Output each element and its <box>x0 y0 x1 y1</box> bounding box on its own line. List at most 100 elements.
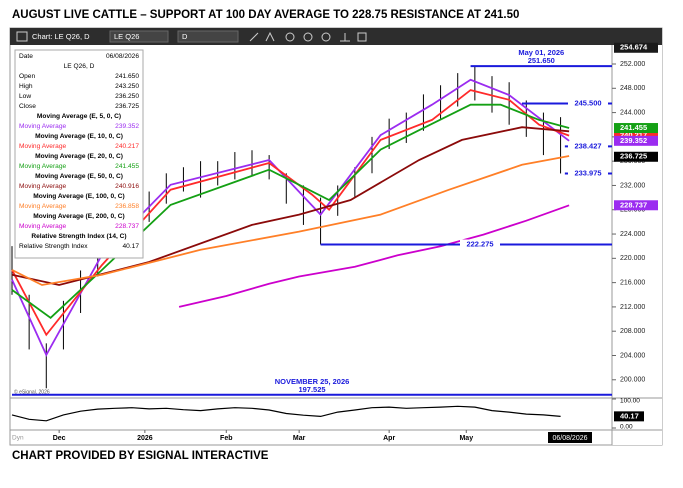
annotation-label: 197.525 <box>298 385 325 394</box>
price-box <box>614 42 658 53</box>
panel-text: Moving Average <box>19 183 66 190</box>
y-tick-label: 220.000 <box>620 255 645 262</box>
price-box <box>614 200 658 211</box>
panel-text: Moving Average (E, 50, 0, C) <box>35 173 123 180</box>
annotation-label: 245.500 <box>574 98 601 107</box>
chart-icon <box>16 31 28 42</box>
panel-text: 236.858 <box>115 203 139 210</box>
panel-text: Moving Average (E, 10, 0, C) <box>35 133 123 140</box>
panel-text: Moving Average (E, 100, 0, C) <box>33 193 125 200</box>
rsi-tick-label: 0.00 <box>620 424 633 431</box>
moving-average <box>11 89 570 337</box>
annotation-label: 222.275 <box>466 239 493 248</box>
annotation-label: 233.975 <box>574 168 601 177</box>
panel-text: Open <box>19 73 35 80</box>
price-box-label: 254.674 <box>620 43 648 52</box>
panel-text: 243.250 <box>115 83 139 90</box>
x-tick-label: Mar <box>293 435 306 442</box>
panel-text: 241.455 <box>115 163 139 170</box>
panel-text: Moving Average (E, 20, 0, C) <box>35 153 123 160</box>
x-tick-label: 2026 <box>137 435 153 442</box>
price-box <box>614 151 658 162</box>
panel-text: Moving Average (E, 5, 0, C) <box>37 113 121 120</box>
annotation-label: 238.427 <box>574 141 601 150</box>
moving-average <box>178 204 570 308</box>
panel-text: Relative Strength Index <box>19 243 88 250</box>
panel-text: Close <box>19 103 36 110</box>
price-box-label: 236.725 <box>620 152 647 161</box>
info-panel: Date 06/08/2026 LE Q26, D Open 241.650 High 24… <box>14 49 144 259</box>
annotation-label: 251.650 <box>528 56 555 65</box>
toolbar-chart: Chart: LE Q26, D <box>32 32 90 41</box>
grid-icon[interactable] <box>357 32 367 42</box>
x-tick-label: Feb <box>220 435 232 442</box>
panel-text: Moving Average <box>19 123 66 130</box>
plot-area <box>11 66 570 389</box>
price-box <box>614 130 658 141</box>
title: AUGUST LIVE CATTLE – SUPPORT AT 100 DAY … <box>12 9 519 21</box>
annotation-label-bg <box>568 98 608 109</box>
panel-text: Moving Average <box>19 163 66 170</box>
moving-average <box>11 78 570 357</box>
panel-text: 40.17 <box>122 243 139 250</box>
d-icon[interactable] <box>321 32 331 42</box>
panel-text: LE Q26, D <box>64 63 95 70</box>
price-box <box>614 135 658 146</box>
draw-icon[interactable] <box>249 32 259 42</box>
panel-text: 240.916 <box>115 183 139 190</box>
panel-text: High <box>19 83 33 90</box>
x-tick-label: May <box>459 435 473 442</box>
c-icon[interactable] <box>303 32 313 42</box>
y-tick-label: 232.000 <box>620 182 645 189</box>
y-tick-label: 200.000 <box>620 377 645 384</box>
text-icon[interactable] <box>340 33 350 42</box>
annotation-label-bg <box>568 168 608 179</box>
rsi-box-label: 40.17 <box>620 411 639 420</box>
rsi-line <box>11 405 561 422</box>
annotation-date: May 01, 2026 <box>518 48 564 57</box>
price-box-label: 228.737 <box>620 200 647 209</box>
footer: CHART PROVIDED BY ESIGNAL INTERACTIVE <box>12 450 269 462</box>
panel-text: 228.737 <box>115 223 139 230</box>
toolbar-icons[interactable] <box>249 31 367 42</box>
panel-text: 236.725 <box>115 103 139 110</box>
panel-text: Moving Average (E, 200, 0, C) <box>33 213 125 220</box>
y-tick-label: 204.000 <box>620 352 645 359</box>
y-tick-label: 216.000 <box>620 279 645 286</box>
y-tick-label: 224.000 <box>620 231 645 238</box>
panel-text: 240.217 <box>115 143 139 150</box>
panel-text: Low <box>19 93 31 100</box>
y-tick-label: 252.000 <box>620 61 645 68</box>
panel-text: Moving Average <box>19 223 66 230</box>
toolbar <box>10 28 662 45</box>
price-box <box>614 123 658 134</box>
moving-average <box>11 103 570 319</box>
panel-text: 236.250 <box>115 93 139 100</box>
price-box-label: 240.217 <box>620 131 647 140</box>
price-axis <box>612 45 662 445</box>
y-tick-label: 248.000 <box>620 85 645 92</box>
date-box-label: 06/08/2026 <box>552 435 587 442</box>
annotation-label-bg <box>460 239 500 250</box>
symbol-box[interactable] <box>109 30 169 43</box>
toolbar-symbol[interactable]: LE Q26 <box>114 32 139 41</box>
y-tick-label: 212.000 <box>620 304 645 311</box>
panel-text: Moving Average <box>19 203 66 210</box>
info-panel-bg <box>14 49 144 259</box>
y-tick-label: 244.000 <box>620 109 645 116</box>
pen-icon[interactable] <box>265 31 275 42</box>
rsi-box <box>614 411 644 422</box>
moving-average <box>11 155 570 286</box>
price-box-label: 241.455 <box>620 123 647 132</box>
x-tick-label: Apr <box>383 435 395 442</box>
panel-text: Date <box>19 53 33 60</box>
toolbar-interval[interactable]: D <box>182 32 188 41</box>
panel-text: 239.352 <box>115 123 139 130</box>
panel-text: 06/08/2026 <box>106 53 139 60</box>
dyn-label: Dyn <box>12 435 24 442</box>
b-icon[interactable] <box>285 32 295 42</box>
date-box <box>548 432 592 443</box>
price-box-label: 239.352 <box>620 136 647 145</box>
interval-box[interactable] <box>177 30 239 43</box>
